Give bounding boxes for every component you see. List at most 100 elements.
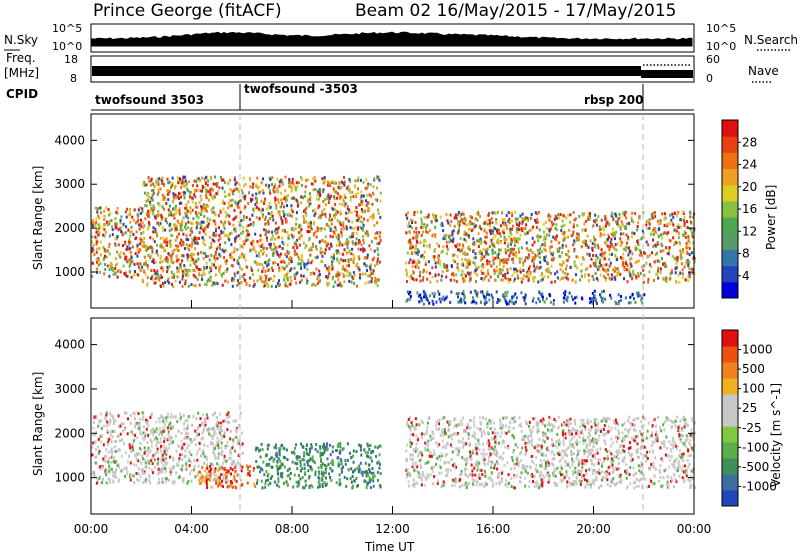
echo-mark xyxy=(633,232,636,235)
echo-mark xyxy=(174,415,177,419)
echo-mark xyxy=(126,274,129,278)
echo-mark xyxy=(305,277,308,281)
echo-mark xyxy=(665,246,668,250)
echo-mark xyxy=(512,261,515,264)
echo-mark xyxy=(342,447,345,451)
echo-mark xyxy=(260,238,263,242)
echo-mark xyxy=(99,211,102,215)
echo-mark xyxy=(276,230,279,234)
echo-mark xyxy=(538,235,541,239)
echo-mark xyxy=(276,251,279,255)
echo-mark xyxy=(286,483,289,487)
echo-mark xyxy=(579,278,582,282)
echo-mark xyxy=(420,234,423,237)
echo-mark xyxy=(217,456,220,460)
echo-mark xyxy=(352,235,354,238)
echo-mark xyxy=(425,244,428,248)
echo-mark xyxy=(363,256,366,260)
echo-mark xyxy=(156,437,159,441)
echo-mark xyxy=(185,243,188,247)
echo-mark xyxy=(159,222,162,226)
echo-mark xyxy=(174,193,177,197)
echo-mark xyxy=(196,266,199,270)
echo-mark xyxy=(543,256,546,259)
echo-mark xyxy=(263,201,265,205)
echo-mark xyxy=(444,237,447,241)
echo-mark xyxy=(185,227,187,231)
echo-mark xyxy=(340,195,343,199)
echo-mark xyxy=(362,238,365,242)
echo-mark xyxy=(283,214,285,218)
echo-mark xyxy=(474,252,477,256)
echo-mark xyxy=(377,460,380,464)
echo-mark xyxy=(295,443,297,447)
echo-mark xyxy=(104,230,107,234)
echo-mark xyxy=(604,224,607,228)
echo-mark xyxy=(288,473,290,477)
echo-mark xyxy=(235,435,238,439)
echo-mark xyxy=(193,465,196,468)
echo-mark xyxy=(502,274,505,278)
echo-mark xyxy=(348,264,350,268)
echo-mark xyxy=(339,223,342,227)
echo-mark xyxy=(249,222,252,226)
echo-mark xyxy=(499,261,502,265)
echo-mark xyxy=(152,433,155,437)
colorbar-tick-label: 4 xyxy=(742,269,750,283)
echo-mark xyxy=(561,277,564,280)
echo-mark xyxy=(503,238,506,241)
echo-mark xyxy=(179,263,182,267)
echo-mark xyxy=(281,179,284,183)
echo-mark xyxy=(465,274,467,278)
echo-mark xyxy=(591,291,594,295)
echo-mark xyxy=(193,253,196,257)
echo-mark xyxy=(184,467,187,471)
echo-mark xyxy=(246,229,249,233)
echo-mark xyxy=(114,222,117,226)
echo-mark xyxy=(147,220,150,224)
echo-mark xyxy=(339,196,341,200)
echo-mark xyxy=(462,244,465,248)
echo-mark xyxy=(95,416,98,420)
echo-mark xyxy=(159,187,162,191)
echo-mark xyxy=(672,223,675,227)
echo-mark xyxy=(162,269,165,273)
echo-mark xyxy=(377,478,379,482)
echo-mark xyxy=(252,284,255,288)
echo-mark xyxy=(280,205,283,209)
echo-mark xyxy=(547,267,550,271)
echo-mark xyxy=(324,463,326,467)
echo-mark xyxy=(560,225,563,229)
echo-mark xyxy=(599,235,602,238)
echo-mark xyxy=(512,238,515,242)
echo-mark xyxy=(153,281,156,285)
echo-mark xyxy=(95,257,98,261)
echo-mark xyxy=(491,252,494,256)
ytick-label: 3000 xyxy=(54,177,85,191)
echo-mark xyxy=(156,234,159,238)
echo-mark xyxy=(308,453,311,457)
echo-mark xyxy=(222,477,225,481)
echo-mark xyxy=(228,421,231,424)
echo-mark xyxy=(554,272,556,276)
echo-mark xyxy=(155,430,158,434)
echo-mark xyxy=(577,232,580,236)
echo-mark xyxy=(198,272,201,276)
echo-mark xyxy=(134,422,137,426)
echo-mark xyxy=(484,235,487,239)
echo-mark xyxy=(187,220,190,224)
echo-mark xyxy=(337,278,340,282)
echo-mark xyxy=(235,428,237,432)
echo-mark xyxy=(536,235,539,239)
echo-mark xyxy=(335,228,338,232)
echo-mark xyxy=(312,233,315,237)
echo-mark xyxy=(315,267,318,271)
echo-mark xyxy=(224,279,227,283)
echo-mark xyxy=(463,233,466,237)
echo-mark xyxy=(191,222,194,225)
echo-mark xyxy=(625,222,628,226)
echo-mark xyxy=(683,224,686,228)
echo-mark xyxy=(211,463,214,467)
echo-mark xyxy=(214,432,217,436)
echo-mark xyxy=(138,248,141,251)
